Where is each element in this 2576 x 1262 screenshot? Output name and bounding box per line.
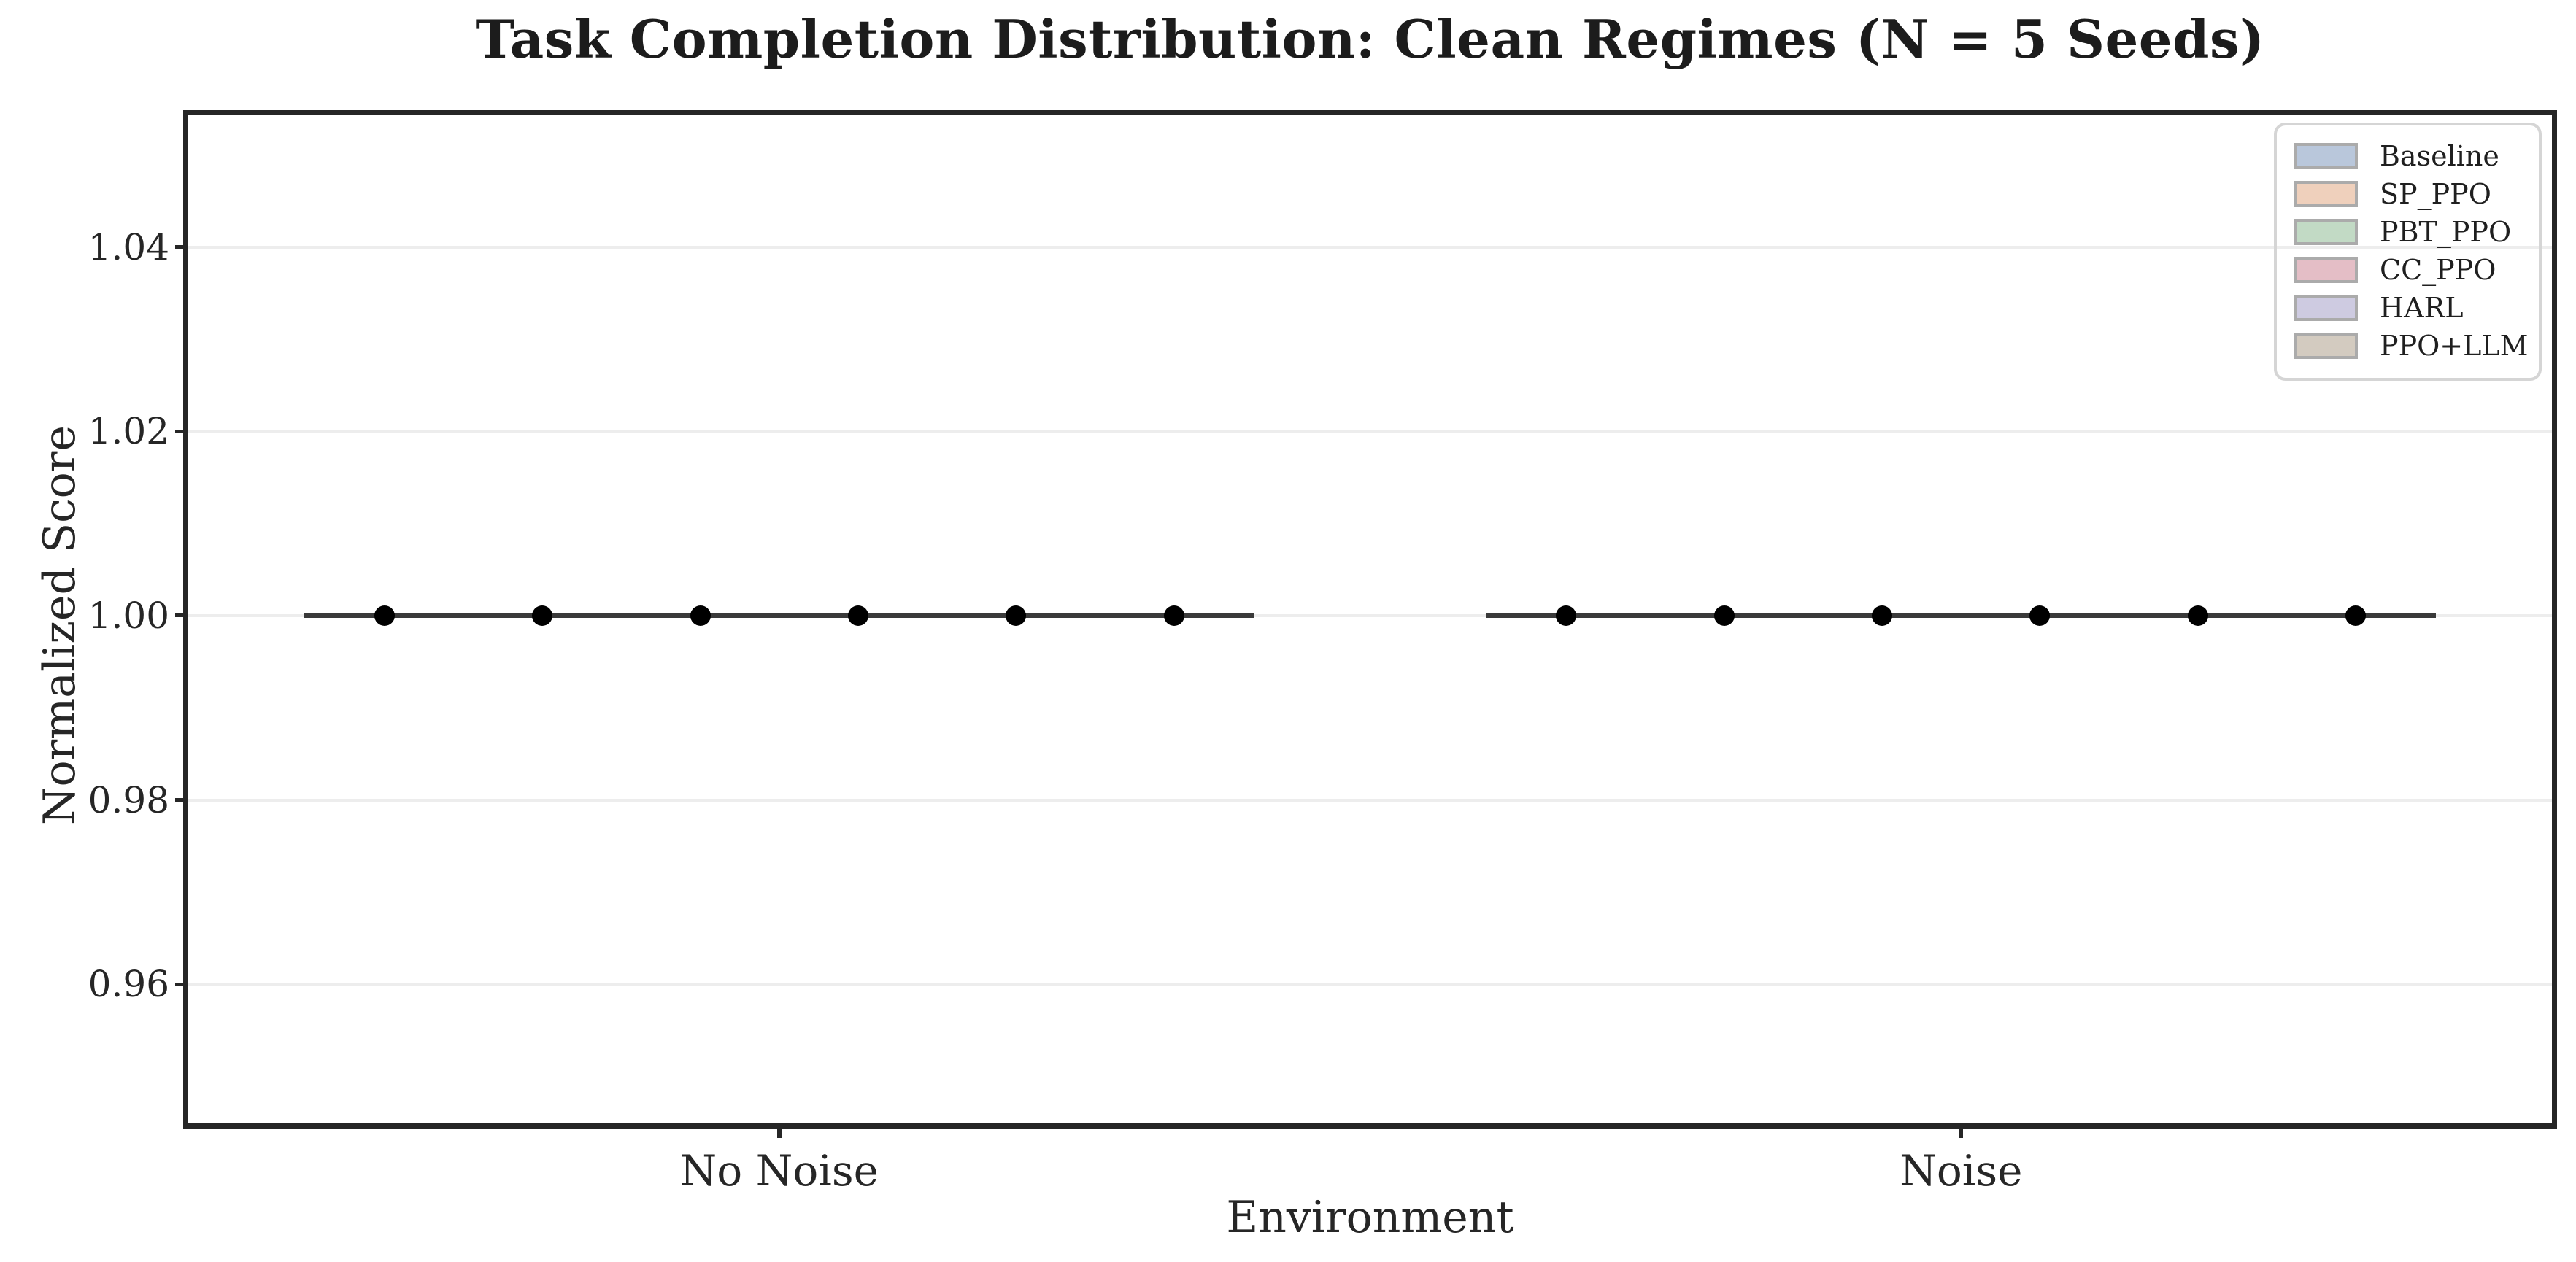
legend-item-HARL: HARL (2294, 289, 2539, 327)
legend-item-PBT_PPO: PBT_PPO (2294, 213, 2539, 251)
y-tick-label-1.04: 1.04 (88, 225, 169, 268)
y-tick-label-0.96: 0.96 (88, 963, 169, 1006)
gridline-y-1.02 (188, 430, 2552, 433)
legend-label-PBT_PPO: PBT_PPO (2380, 216, 2512, 248)
y-tick-mark-1.00 (175, 613, 188, 618)
legend-item-SP_PPO: SP_PPO (2294, 175, 2539, 213)
x-tick-mark-No Noise (776, 1126, 782, 1138)
y-tick-mark-1.02 (175, 429, 188, 433)
gridline-y-1.04 (188, 245, 2552, 249)
gridline-y-0.98 (188, 798, 2552, 802)
y-tick-label-1.00: 1.00 (88, 594, 169, 637)
legend-swatch-PBT_PPO (2294, 219, 2358, 245)
median-dot-HARL-No Noise (1006, 605, 1027, 626)
y-tick-mark-0.96 (175, 982, 188, 986)
legend-item-Baseline: Baseline (2294, 137, 2539, 175)
x-tick-label-Noise: Noise (1900, 1146, 2023, 1196)
median-dot-CC_PPO-No Noise (847, 605, 868, 626)
y-tick-label-1.02: 1.02 (88, 410, 169, 453)
legend-label-Baseline: Baseline (2380, 140, 2499, 172)
y-axis-title: Normalized Score (34, 425, 85, 825)
x-tick-label-No Noise: No Noise (679, 1146, 879, 1196)
median-dot-SP_PPO-Noise (1713, 605, 1735, 626)
plot-frame (183, 110, 2557, 1129)
y-tick-mark-1.04 (175, 245, 188, 249)
legend-label-PPO+LLM: PPO+LLM (2380, 330, 2529, 362)
gridline-y-0.96 (188, 983, 2552, 986)
legend-label-CC_PPO: CC_PPO (2380, 254, 2496, 286)
legend-label-SP_PPO: SP_PPO (2380, 178, 2491, 210)
median-dot-PPO+LLM-No Noise (1163, 605, 1184, 626)
median-dot-PBT_PPO-No Noise (690, 605, 711, 626)
median-dot-Baseline-Noise (1556, 605, 1577, 626)
x-tick-mark-Noise (1959, 1126, 1964, 1138)
legend: Baseline SP_PPO PBT_PPO CC_PPO HARL PPO+LLM (2274, 123, 2542, 381)
median-dot-PBT_PPO-Noise (1872, 605, 1893, 626)
median-dot-HARL-Noise (2187, 605, 2208, 626)
legend-swatch-HARL (2294, 295, 2358, 321)
legend-item-PPO+LLM: PPO+LLM (2294, 327, 2539, 365)
gridline-y-1.00 (188, 613, 2552, 617)
chart-title: Task Completion Distribution: Clean Regi… (475, 8, 2265, 70)
y-tick-mark-0.98 (175, 798, 188, 802)
median-dot-Baseline-No Noise (374, 605, 395, 626)
median-dot-SP_PPO-No Noise (532, 605, 553, 626)
legend-swatch-Baseline (2294, 143, 2358, 169)
legend-item-CC_PPO: CC_PPO (2294, 251, 2539, 289)
median-dot-CC_PPO-Noise (2029, 605, 2051, 626)
x-axis-title: Environment (1226, 1192, 1514, 1243)
legend-swatch-PPO+LLM (2294, 333, 2358, 359)
plot-area (188, 115, 2552, 1123)
legend-swatch-SP_PPO (2294, 181, 2358, 207)
median-dot-PPO+LLM-Noise (2345, 605, 2367, 626)
y-tick-label-0.98: 0.98 (88, 778, 169, 821)
legend-label-HARL: HARL (2380, 292, 2464, 324)
legend-swatch-CC_PPO (2294, 257, 2358, 283)
